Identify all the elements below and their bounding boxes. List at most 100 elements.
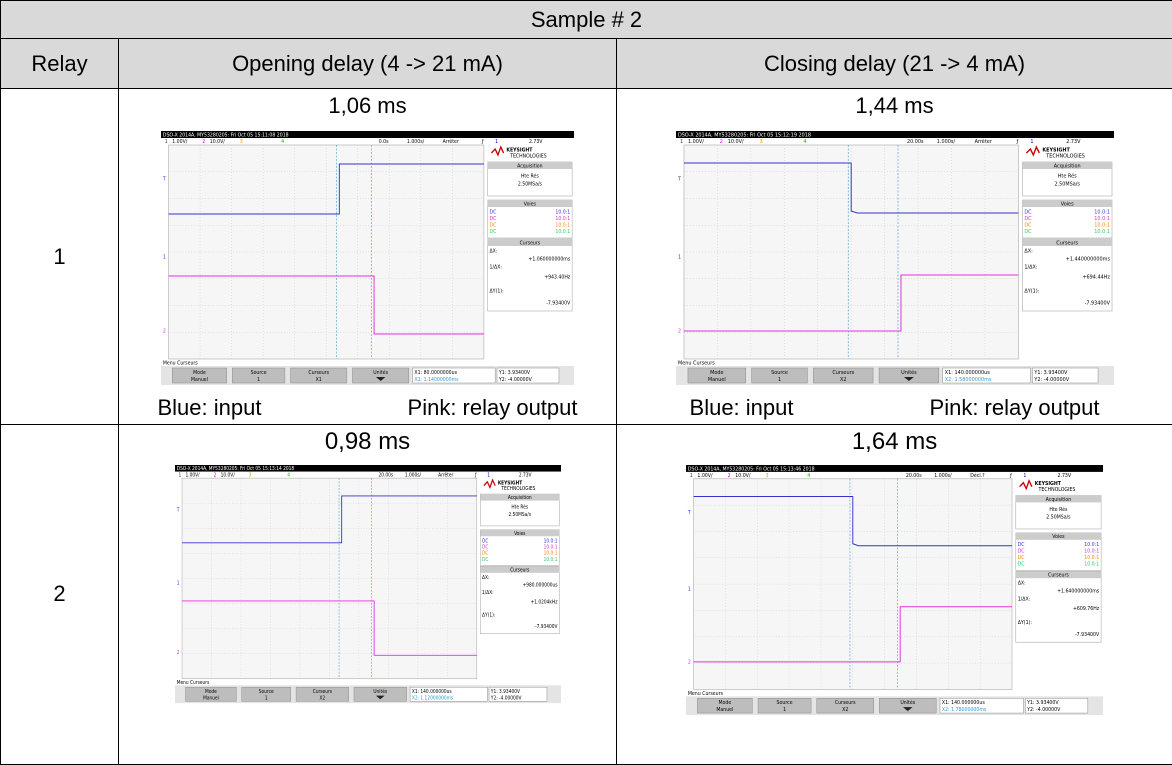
scope-text: 1 — [257, 377, 260, 383]
scope-text: X2 — [319, 695, 325, 701]
legend-item: Blue: input — [690, 395, 794, 421]
scope-text: 4 — [807, 473, 810, 479]
scope-text: 20.00s — [378, 472, 393, 478]
scope-text: Voies — [514, 531, 526, 537]
scope-text: Menu Curseurs — [678, 360, 715, 366]
scope-text: DC — [1024, 216, 1032, 222]
scope-screenshot: DSO-X 2014A, MY53280205: Fri Oct 05 15:1… — [686, 465, 1103, 717]
scope-text: 2 — [202, 139, 205, 145]
scope-text: DSO-X 2014A, MY53280205: Fri Oct 05 15:1… — [176, 466, 294, 472]
scope-text: -7.93400V — [1084, 300, 1110, 306]
scope-text: DC — [1018, 561, 1026, 567]
scope-text: Curseurs — [835, 700, 856, 706]
scope-text: Y1: 3.93400V — [1033, 370, 1068, 376]
scope-text: X1: 140.000000us — [944, 370, 989, 376]
scope-text: 1/ΔX: — [482, 590, 494, 596]
scope-text: 1.00V/ — [185, 472, 200, 478]
scope-text: Y2: -4.00000V — [499, 377, 533, 383]
scope-text: 3 — [766, 473, 769, 479]
cell-body: 1,64 ms DSO-X 2014A, MY53280205: Fri Oct… — [617, 425, 1172, 717]
scope-text: 3 — [240, 139, 243, 145]
scope-text: DC — [482, 557, 488, 563]
scope-text: 2.50MSa/s — [508, 512, 531, 518]
scope-text: X2: 1.58000000ms — [944, 377, 991, 383]
scope-text: T — [687, 510, 691, 516]
scope-text: Menu Curseurs — [163, 360, 198, 366]
scope-text: Hte Rés — [1057, 172, 1076, 179]
scope-text: X2 — [842, 707, 848, 713]
column-header: Closing delay (21 -> 4 mA) — [617, 39, 1172, 89]
scope-text: 1.000s/ — [934, 473, 952, 479]
scope-text: Curseurs — [832, 370, 854, 376]
scope-text: ΔY(1): — [1024, 288, 1039, 294]
scope-text: Curseurs — [510, 567, 530, 573]
scope-text: DC — [1024, 209, 1032, 215]
scope-text: 2.73V — [529, 139, 543, 145]
scope-text: 1 — [487, 472, 490, 478]
scope-text: -7.93400V — [546, 300, 571, 306]
scope-text: Hte Rés — [511, 504, 528, 511]
scope-text: +943.40Hz — [544, 274, 571, 280]
scope-text: Acquisition — [1053, 163, 1080, 169]
scope-text: 1.000s/ — [407, 139, 425, 145]
scope-text: +1.060000000ms — [528, 256, 570, 262]
page: Sample # 2 Relay Opening delay (4 -> 21 … — [0, 0, 1172, 747]
scope-text: 10.0:1 — [1084, 555, 1099, 561]
scope-text: Manuel — [191, 377, 208, 383]
scope-screenshot: DSO-X 2014A, MY53280205: Fri Oct 05 15:1… — [676, 131, 1114, 387]
relay-id: 1 — [1, 89, 119, 425]
scope-text: 1/ΔX: — [1018, 596, 1031, 602]
scope-text: 20.00s — [906, 139, 923, 145]
scope-text: Manuel — [707, 377, 725, 383]
scope-text: Mode — [710, 370, 723, 376]
scope-text: Source — [777, 700, 793, 706]
scope-text: 10.0:1 — [543, 557, 557, 563]
scope-text: DC — [1018, 555, 1026, 561]
cell: 1,06 ms DSO-X 2014A, MY53280205: Fri Oct… — [119, 89, 617, 425]
scope-text: +694.44Hz — [1082, 274, 1110, 280]
scope-text: 2.50MSa/s — [1054, 181, 1080, 187]
scope-text: ΔY(1): — [482, 612, 495, 618]
scope-text: 10.0:1 — [555, 222, 570, 228]
scope-text: Mode — [718, 700, 731, 706]
scope-text: DC — [490, 222, 497, 228]
results-table: Sample # 2 Relay Opening delay (4 -> 21 … — [0, 0, 1172, 765]
scope-text: 10.0:1 — [1094, 222, 1110, 228]
scope-text: TECHNOLOGIES — [1045, 153, 1085, 159]
scope-text: 1 — [777, 377, 780, 383]
scope-text: DC — [1024, 222, 1032, 228]
scope-text: Manuel — [203, 695, 219, 701]
scope-text: Voies — [1052, 534, 1065, 540]
scope-text: +1.640000000ms — [1057, 588, 1100, 594]
scope-text: Curseurs — [1056, 240, 1078, 246]
scope-text: 1.000s/ — [936, 139, 955, 145]
scope-text: ΔX: — [490, 248, 498, 254]
scope-text: Acquisition — [517, 163, 542, 169]
scope-text: 10.0:1 — [1084, 542, 1099, 548]
scope-text: 2 — [719, 139, 722, 145]
scope-text: ΔY(1): — [490, 288, 505, 294]
scope-text: 1 — [163, 254, 166, 260]
scope-text: ΔY(1): — [1018, 620, 1033, 626]
scope-text: 10.0:1 — [555, 209, 570, 215]
scope-text: 10.0V/ — [220, 472, 235, 478]
scope-text: 10.0:1 — [1094, 216, 1110, 222]
scope-text: 4 — [281, 139, 284, 145]
scope-text: ƒ — [1015, 139, 1018, 145]
scope-text: 20.00s — [906, 473, 922, 479]
scope-text: 2.73V — [518, 472, 532, 478]
scope-text: Décl.? — [970, 472, 985, 479]
scope-text: Y2: -4.00000V — [490, 695, 522, 701]
scope-text: X2: 1.14000000ms — [414, 377, 459, 383]
scope-text: X2 — [840, 377, 846, 383]
scope-text: Y1: 3.93400V — [1027, 700, 1059, 706]
scope-text: 10.0:1 — [1084, 549, 1099, 555]
scope-text: Menu Curseurs — [176, 680, 209, 686]
scope-text: Curseurs — [312, 689, 332, 695]
scope-text: ƒ — [1009, 473, 1012, 479]
scope-text: Acquisition — [1046, 497, 1072, 503]
scope-text: Y1: 3.93400V — [499, 370, 531, 376]
scope-text: 1/ΔX: — [490, 264, 503, 270]
scope-text: 10.0:1 — [1084, 561, 1099, 567]
scope-text: 1 — [1023, 473, 1026, 479]
